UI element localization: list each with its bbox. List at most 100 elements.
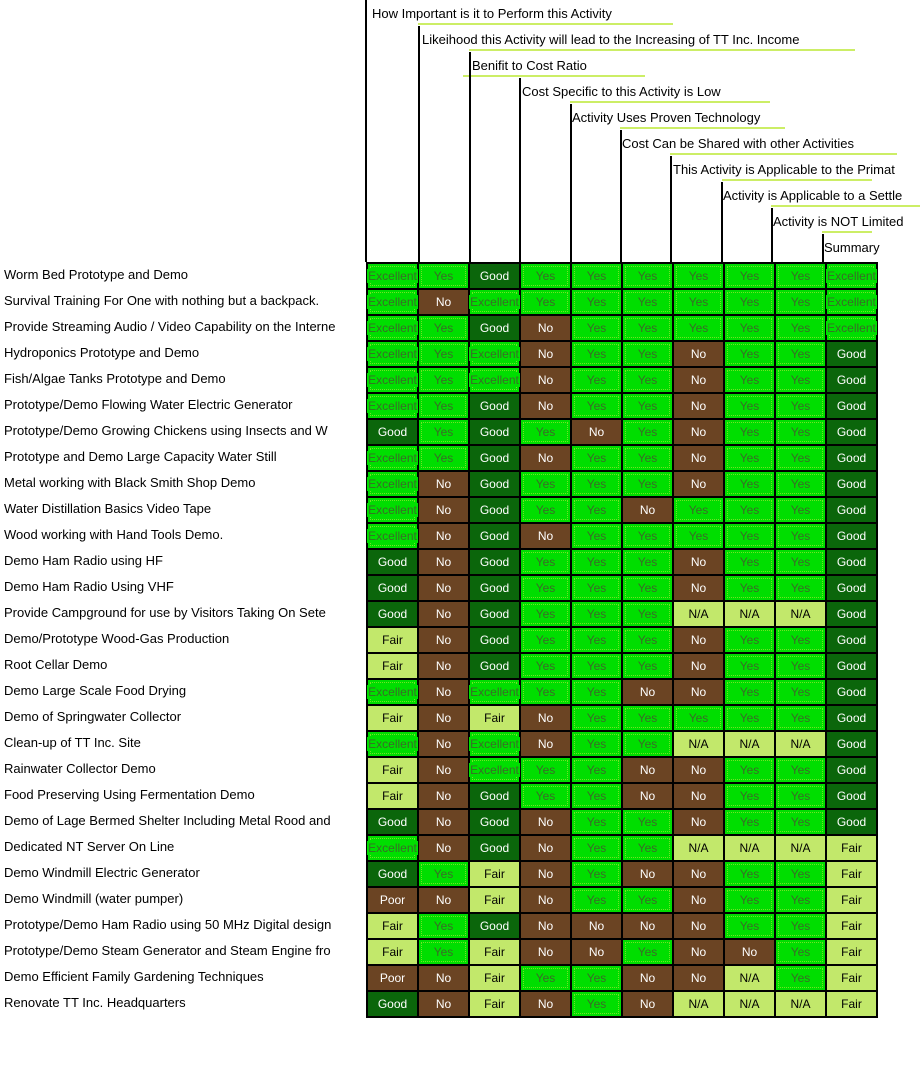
matrix-cell[interactable]: Yes [674,524,723,548]
matrix-cell[interactable]: N/A [725,836,774,860]
matrix-cell[interactable]: Yes [521,654,570,678]
matrix-cell[interactable]: No [419,498,468,522]
matrix-cell[interactable]: Yes [521,290,570,314]
matrix-cell[interactable]: No [674,862,723,886]
matrix-cell[interactable]: Good [470,446,519,470]
matrix-cell[interactable]: Yes [623,264,672,288]
matrix-cell[interactable]: No [521,316,570,340]
matrix-cell[interactable]: Yes [776,342,825,366]
matrix-cell[interactable]: Yes [623,472,672,496]
matrix-cell[interactable]: Yes [623,394,672,418]
matrix-cell[interactable]: Good [368,550,417,574]
matrix-cell[interactable]: Good [827,498,876,522]
matrix-cell[interactable]: No [623,758,672,782]
matrix-cell[interactable]: Good [827,394,876,418]
matrix-cell[interactable]: Yes [572,472,621,496]
matrix-cell[interactable]: Excellent [367,316,418,340]
matrix-cell[interactable]: Good [827,576,876,600]
matrix-cell[interactable]: Yes [572,836,621,860]
matrix-cell[interactable]: Good [470,576,519,600]
matrix-cell[interactable]: Yes [725,342,774,366]
matrix-cell[interactable]: Yes [776,472,825,496]
matrix-cell[interactable]: Fair [470,888,519,912]
matrix-cell[interactable]: No [674,888,723,912]
matrix-cell[interactable]: Yes [776,940,825,964]
matrix-cell[interactable]: Fair [827,888,876,912]
matrix-cell[interactable]: Yes [521,498,570,522]
matrix-cell[interactable]: Poor [368,888,417,912]
matrix-cell[interactable]: Good [470,316,519,340]
matrix-cell[interactable]: Yes [623,342,672,366]
matrix-cell[interactable]: Yes [419,446,468,470]
matrix-cell[interactable]: No [521,810,570,834]
matrix-cell[interactable]: Yes [776,420,825,444]
matrix-cell[interactable]: No [521,836,570,860]
matrix-cell[interactable]: Yes [776,680,825,704]
matrix-cell[interactable]: Fair [827,914,876,938]
matrix-cell[interactable]: No [572,914,621,938]
matrix-cell[interactable]: Yes [776,706,825,730]
matrix-cell[interactable]: Fair [368,914,417,938]
matrix-cell[interactable]: Yes [623,628,672,652]
matrix-cell[interactable]: No [674,420,723,444]
matrix-cell[interactable]: Yes [521,472,570,496]
matrix-cell[interactable]: No [674,550,723,574]
matrix-cell[interactable]: No [419,966,468,990]
matrix-cell[interactable]: Fair [827,940,876,964]
matrix-cell[interactable]: N/A [725,992,774,1016]
matrix-cell[interactable]: Good [827,420,876,444]
matrix-cell[interactable]: Yes [521,602,570,626]
matrix-cell[interactable]: No [623,914,672,938]
matrix-cell[interactable]: No [419,992,468,1016]
matrix-cell[interactable]: No [674,940,723,964]
matrix-cell[interactable]: Yes [776,316,825,340]
matrix-cell[interactable]: Yes [419,264,468,288]
matrix-cell[interactable]: Yes [572,654,621,678]
matrix-cell[interactable]: Good [827,706,876,730]
matrix-cell[interactable]: Good [470,810,519,834]
matrix-cell[interactable]: Yes [674,706,723,730]
matrix-cell[interactable]: No [521,914,570,938]
matrix-cell[interactable]: N/A [776,732,825,756]
matrix-cell[interactable]: Yes [572,316,621,340]
matrix-cell[interactable]: No [419,550,468,574]
matrix-cell[interactable]: Good [827,368,876,392]
matrix-cell[interactable]: Fair [368,706,417,730]
matrix-cell[interactable]: Good [470,420,519,444]
matrix-cell[interactable]: Yes [725,576,774,600]
matrix-cell[interactable]: Good [368,602,417,626]
matrix-cell[interactable]: No [419,654,468,678]
matrix-cell[interactable]: Excellent [826,290,877,314]
matrix-cell[interactable]: Yes [725,810,774,834]
matrix-cell[interactable]: Yes [521,576,570,600]
matrix-cell[interactable]: No [521,732,570,756]
matrix-cell[interactable]: Fair [827,836,876,860]
matrix-cell[interactable]: Yes [776,446,825,470]
matrix-cell[interactable]: N/A [725,966,774,990]
matrix-cell[interactable]: Good [470,264,519,288]
matrix-cell[interactable]: No [674,680,723,704]
matrix-cell[interactable]: Yes [419,368,468,392]
matrix-cell[interactable]: Fair [470,992,519,1016]
matrix-cell[interactable]: No [419,836,468,860]
matrix-cell[interactable]: No [623,680,672,704]
matrix-cell[interactable]: Yes [623,654,672,678]
matrix-cell[interactable]: Good [470,550,519,574]
matrix-cell[interactable]: Yes [623,524,672,548]
matrix-cell[interactable]: Yes [725,524,774,548]
matrix-cell[interactable]: Good [470,524,519,548]
matrix-cell[interactable]: Yes [725,758,774,782]
matrix-cell[interactable]: Yes [623,316,672,340]
matrix-cell[interactable]: Good [827,758,876,782]
matrix-cell[interactable]: Yes [572,862,621,886]
matrix-cell[interactable]: Fair [470,706,519,730]
matrix-cell[interactable]: Yes [623,446,672,470]
matrix-cell[interactable]: Yes [419,394,468,418]
matrix-cell[interactable]: No [419,732,468,756]
matrix-cell[interactable]: No [674,914,723,938]
matrix-cell[interactable]: Yes [521,966,570,990]
matrix-cell[interactable]: Good [470,836,519,860]
matrix-cell[interactable]: No [419,628,468,652]
matrix-cell[interactable]: Excellent [826,316,877,340]
matrix-cell[interactable]: Yes [572,680,621,704]
